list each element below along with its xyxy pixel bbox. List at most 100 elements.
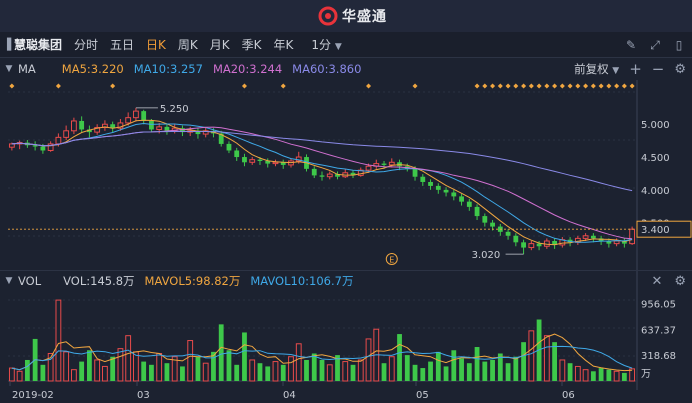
candle-body	[621, 241, 627, 244]
candle-body	[195, 130, 201, 135]
volume-bar	[164, 363, 170, 381]
volume-bar	[195, 356, 201, 381]
signal-diamond	[536, 83, 542, 89]
mavol5-line	[11, 333, 633, 372]
volume-bar	[249, 359, 256, 382]
collapse-icon[interactable]: ▼	[5, 275, 13, 286]
gear-icon[interactable]: ⚙	[674, 61, 686, 77]
volume-bar	[79, 361, 85, 381]
volume-bar	[497, 353, 503, 381]
signal-diamond	[606, 83, 612, 89]
tab-period-monthly[interactable]: 月K	[209, 38, 230, 52]
volume-bar	[117, 348, 124, 382]
vol-indicator-name[interactable]: VOL	[18, 273, 42, 288]
candle-body	[63, 130, 70, 138]
interval-select[interactable]: 1分 ▼	[311, 36, 341, 53]
brand-bar: 华盛通	[0, 0, 692, 32]
tab-period-weekly[interactable]: 周K	[177, 38, 198, 52]
mavol10-line	[11, 345, 633, 371]
volume-bar	[87, 350, 92, 381]
panel-icon[interactable]: ▯	[675, 38, 683, 52]
expand-icon[interactable]: ⤢	[650, 38, 660, 52]
tab-period-intraday[interactable]: 分时	[74, 38, 99, 52]
volume-tick-label: 956.05	[641, 300, 676, 311]
signal-diamond	[241, 83, 247, 89]
volume-bar	[180, 366, 185, 381]
high-price-label: 5.250	[160, 104, 189, 115]
drag-handle-icon[interactable]: ▐	[2, 38, 12, 51]
candle-body	[272, 161, 279, 165]
signal-diamond	[505, 83, 511, 89]
candle-body	[94, 127, 101, 133]
volume-bar	[304, 359, 309, 381]
stock-name[interactable]: 慧聪集团	[14, 38, 63, 52]
candle-body	[357, 169, 364, 176]
indicator-name[interactable]: MA	[18, 62, 36, 76]
gear-icon[interactable]: ⚙	[674, 273, 686, 289]
volume-bar	[102, 365, 108, 382]
candle-body	[171, 127, 178, 132]
candle-body	[435, 185, 441, 190]
close-icon[interactable]: ✕	[651, 273, 663, 289]
pen-icon[interactable]: ✎	[625, 38, 637, 52]
ma60-value: MA60:3.860	[292, 62, 362, 76]
minus-icon[interactable]: −	[651, 60, 665, 78]
volume-bar	[226, 350, 232, 381]
candle-body	[451, 192, 457, 197]
volume-bar	[357, 359, 364, 382]
candle-body	[365, 165, 372, 171]
volume-bar	[513, 356, 519, 381]
candle-body	[505, 231, 511, 236]
signal-diamond	[490, 83, 496, 89]
candle-body	[117, 122, 124, 129]
candle-body	[110, 124, 116, 129]
signal-diamond	[614, 83, 620, 89]
add-icon[interactable]: +	[629, 60, 642, 78]
volume-bar	[621, 372, 627, 381]
volume-bar	[629, 368, 636, 382]
candle-body	[466, 201, 472, 207]
collapse-icon[interactable]: ▼	[5, 64, 13, 74]
vol-value: VOL:145.8万	[63, 273, 135, 288]
volume-bar	[582, 369, 589, 382]
candle-body	[226, 143, 232, 151]
volume-bar	[490, 359, 495, 381]
candle-body	[536, 243, 542, 247]
volume-bar	[428, 361, 433, 381]
candle-body	[40, 146, 46, 151]
tab-period-daily[interactable]: 日K	[146, 38, 166, 52]
tab-period-quarterly[interactable]: 季K	[241, 38, 262, 52]
brand-name: 华盛通	[342, 9, 387, 25]
candle-body	[428, 181, 433, 186]
volume-tick-label: 318.68	[641, 351, 676, 362]
event-marker-icon	[385, 253, 398, 265]
volume-bars-group	[8, 299, 636, 382]
candle-body	[79, 120, 85, 130]
candle-body	[125, 117, 132, 124]
volume-bar	[466, 363, 472, 381]
volume-bar	[365, 338, 372, 382]
adjust-select[interactable]: 前复权 ▼	[574, 61, 619, 77]
candle-body	[265, 160, 271, 164]
volume-bar	[16, 370, 23, 382]
volume-bar	[311, 353, 317, 381]
candle-body	[326, 173, 333, 178]
tab-period-five-day[interactable]: 五日	[110, 38, 135, 52]
volume-bar	[598, 368, 604, 381]
low-price-label: 3.020	[472, 250, 501, 261]
tab-period-yearly[interactable]: 年K	[273, 38, 294, 52]
candle-body	[552, 241, 557, 245]
candle-body	[629, 228, 636, 245]
candle-body	[459, 196, 464, 202]
volume-bar	[63, 351, 70, 382]
current-price-label: 3.400	[641, 225, 670, 236]
time-tick-label: 03	[137, 390, 150, 401]
signal-diamond	[567, 83, 573, 89]
candle-body	[528, 243, 535, 249]
volume-bar	[265, 366, 271, 381]
signal-diamond	[366, 83, 372, 89]
candle-body	[582, 235, 589, 239]
signal-diamond	[575, 83, 581, 89]
volume-bar	[234, 364, 240, 381]
